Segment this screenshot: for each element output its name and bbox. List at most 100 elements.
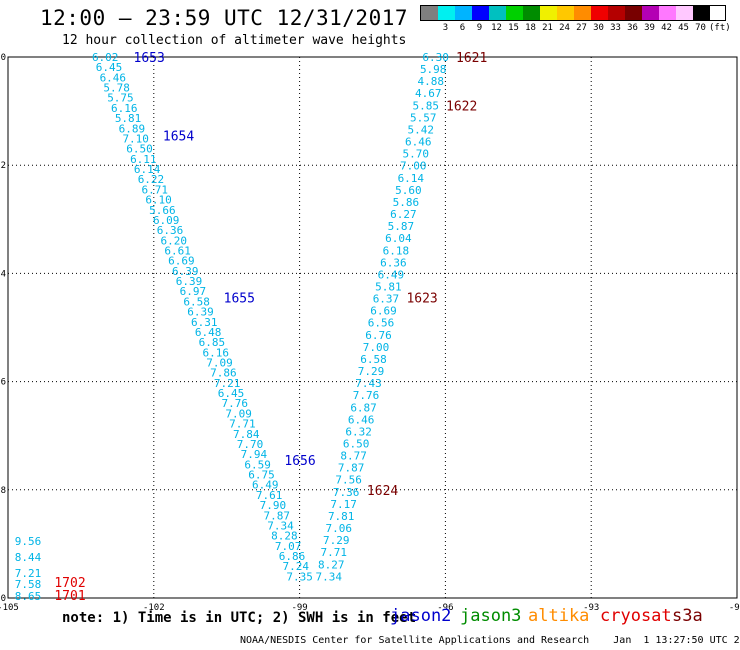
swh-value: 6.36: [380, 256, 407, 269]
swh-value: 6.39: [187, 306, 214, 319]
scale-label: 36: [627, 23, 638, 33]
swh-value: 7.76: [222, 397, 249, 410]
lat-tick-label: -14: [0, 269, 6, 279]
swh-value: 5.81: [375, 280, 402, 293]
scale-swatch: [642, 6, 659, 20]
scale-swatch: [693, 6, 710, 20]
page-title: 12:00 – 23:59 UTC 12/31/2017: [40, 6, 409, 30]
scale-label: 15: [508, 23, 519, 33]
swh-value: 6.48: [195, 326, 222, 339]
swh-value: 6.76: [365, 329, 392, 342]
lon-tick-label: -99: [291, 603, 307, 613]
scale-swatch: [625, 6, 642, 20]
swh-value: 5.78: [103, 82, 130, 95]
swh-value: 7.00: [363, 341, 390, 354]
swh-value: 6.27: [390, 208, 417, 221]
scale-swatch: [591, 6, 608, 20]
pass-time-label: 1655: [224, 292, 255, 307]
swh-value: 7.07: [275, 540, 302, 553]
swh-value: 7.76: [353, 389, 380, 402]
swh-value: 7.35: [286, 570, 313, 583]
lon-tick-label: -90: [729, 603, 740, 613]
scale-unit: (ft): [709, 23, 731, 33]
pass-time-label: 1622: [446, 100, 477, 115]
scale-label: 39: [644, 23, 655, 33]
lon-tick-label: -105: [0, 603, 19, 613]
swh-value: 6.16: [111, 102, 138, 115]
swh-value: 6.14: [398, 172, 425, 185]
swh-value: 8.27: [318, 558, 345, 571]
swh-value: 6.39: [176, 275, 203, 288]
scale-label: 45: [678, 23, 689, 33]
swh-value: 5.60: [395, 184, 422, 197]
swh-value: 8.44: [15, 551, 42, 564]
swh-value: 6.69: [168, 255, 195, 268]
scale-label: 42: [661, 23, 672, 33]
swh-value: 7.43: [355, 377, 382, 390]
swh-value: 6.71: [142, 183, 169, 196]
scale-swatch: [489, 6, 506, 20]
swh-value: 6.50: [343, 438, 370, 451]
swh-value: 7.29: [323, 534, 350, 547]
lon-tick-label: -93: [583, 603, 599, 613]
swh-value: 6.18: [383, 244, 410, 257]
swh-value: 5.86: [393, 196, 420, 209]
swh-value: 6.49: [378, 268, 405, 281]
swh-value: 6.50: [126, 143, 153, 156]
legend-jason2: jason2: [390, 606, 452, 626]
swh-value: 6.86: [279, 550, 306, 563]
swh-value: 8.65: [15, 590, 42, 603]
legend-altika: altika: [528, 606, 590, 626]
scale-label: 24: [559, 23, 570, 33]
swh-value: 6.20: [161, 234, 188, 247]
scale-swatch: [608, 6, 625, 20]
swh-value: 4.67: [415, 87, 442, 100]
legend-cryosat: cryosat: [600, 606, 672, 626]
swh-value: 6.87: [350, 401, 377, 414]
swh-value: 6.11: [130, 153, 157, 166]
scale-swatch: [421, 6, 438, 20]
lat-tick-label: -12: [0, 161, 6, 171]
swh-value: 7.21: [214, 377, 241, 390]
swh-value: 6.31: [191, 316, 218, 329]
swh-value: 7.10: [122, 132, 149, 145]
swh-value: 7.34: [267, 519, 294, 532]
scale-swatch: [455, 6, 472, 20]
swh-value: 7.21: [15, 567, 42, 580]
lat-tick-label: -18: [0, 486, 6, 496]
swh-value: 5.98: [420, 63, 447, 76]
swh-value: 6.22: [138, 173, 165, 186]
color-scale: 3 6 9 12 15 18 21 24 27 30 33 36 39 42 45 70 (ft): [420, 5, 731, 33]
legend-jason3: jason3: [460, 606, 522, 626]
swh-value: 7.86: [210, 367, 237, 380]
swh-value: 7.70: [237, 438, 264, 451]
lat-tick-label: -10: [0, 53, 6, 63]
lat-tick-label: -16: [0, 378, 6, 388]
pass-time-label: 1654: [163, 129, 194, 144]
lon-tick-label: -96: [437, 603, 453, 613]
swh-value: 6.46: [348, 413, 375, 426]
swh-value: 8.77: [340, 450, 367, 463]
swh-value: 6.75: [248, 469, 275, 482]
swh-value: 6.14: [134, 163, 161, 176]
swh-value: 7.81: [328, 510, 355, 523]
swh-value: 7.36: [333, 486, 360, 499]
swh-value: 6.37: [373, 293, 400, 306]
scale-label: 21: [542, 23, 553, 33]
legend-s3a: s3a: [672, 606, 703, 626]
scale-label: 30: [593, 23, 604, 33]
scale-swatch: [676, 6, 693, 20]
scale-swatch: [574, 6, 591, 20]
swh-value: 5.85: [412, 99, 439, 112]
color-scale-bar: [420, 5, 726, 21]
swh-value: 6.39: [172, 265, 199, 278]
scale-label: 18: [525, 23, 536, 33]
swh-value: 6.04: [385, 232, 412, 245]
swh-value: 6.16: [202, 346, 229, 359]
pass-time-label: 1653: [134, 51, 165, 66]
swh-value: 7.06: [325, 522, 352, 535]
scale-swatch: [659, 6, 676, 20]
swh-value: 8.28: [271, 530, 298, 543]
scale-swatch: [523, 6, 540, 20]
swh-value: 6.46: [100, 71, 127, 84]
